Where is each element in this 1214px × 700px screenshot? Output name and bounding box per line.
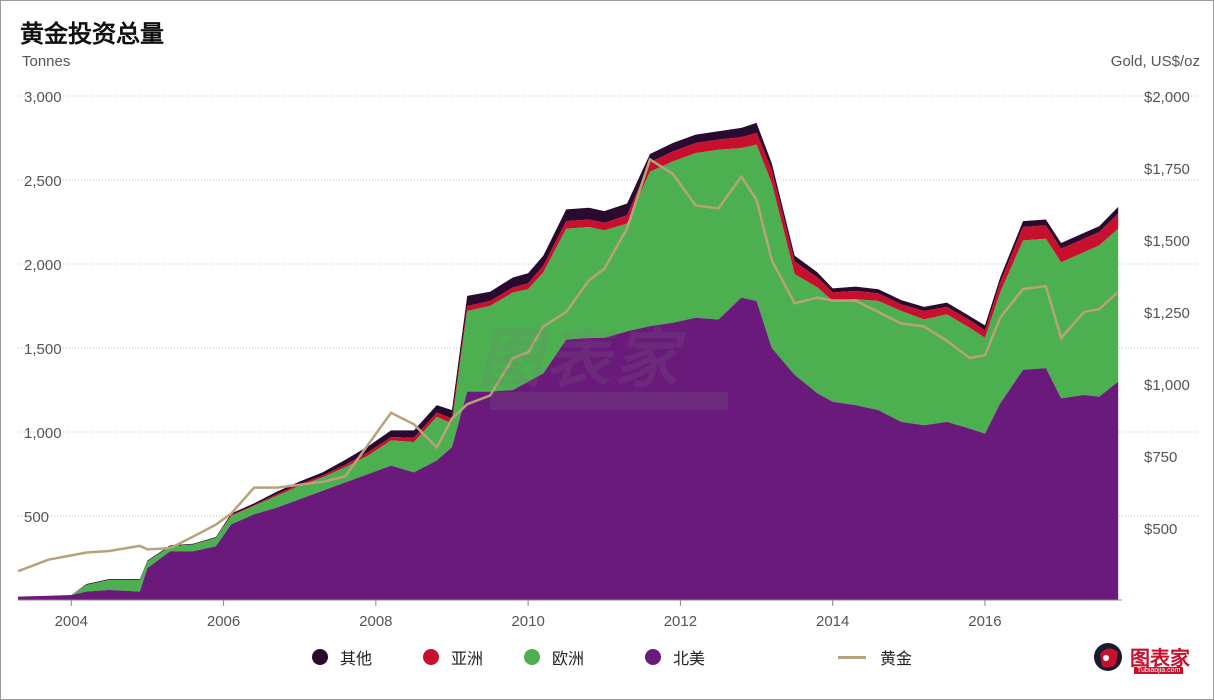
left-tick-label: 1,500 [24, 341, 62, 358]
left-tick-label: 3,000 [24, 89, 62, 106]
brand-logo: 图表家 Tubiaojia.com [1090, 640, 1202, 680]
logo-subtext: Tubiaojia.com [1134, 667, 1184, 674]
legend-item: 北美 [645, 645, 705, 669]
right-tick-label: $1,000 [1144, 377, 1190, 394]
left-tick-label: 2,000 [24, 257, 62, 274]
watermark: 图表家 [478, 323, 682, 397]
left-tick-label: 500 [24, 509, 49, 526]
legend-label: 黄金 [880, 649, 913, 668]
x-tick-label: 2006 [207, 613, 240, 630]
legend-label: 北美 [673, 649, 706, 668]
legend-label: 欧洲 [552, 649, 585, 668]
chart-title: 黄金投资总量 [20, 20, 164, 48]
right-tick-label: $1,500 [1144, 233, 1190, 250]
x-tick-label: 2012 [664, 613, 697, 630]
x-tick-label: 2010 [511, 613, 544, 630]
right-tick-label: $2,000 [1144, 89, 1190, 106]
logo-head-icon [1094, 643, 1122, 671]
right-tick-label: $1,750 [1144, 161, 1190, 178]
x-tick-label: 2004 [55, 613, 88, 630]
area-series-2 [18, 132, 1119, 597]
left-axis-unit: Tonnes [22, 53, 71, 70]
left-tick-label: 1,000 [24, 425, 62, 442]
legend-marker [524, 649, 540, 665]
right-tick-label: $750 [1144, 449, 1177, 466]
x-tick-label: 2014 [816, 613, 849, 630]
area-series-1 [18, 144, 1119, 597]
legend-label: 亚洲 [451, 649, 484, 668]
legend-item: 其他 [312, 645, 372, 669]
area-series-3 [18, 122, 1119, 597]
legend-label: 其他 [340, 649, 373, 668]
watermark-bar [490, 392, 728, 410]
x-tick-label: 2016 [968, 613, 1001, 630]
gold-price-line [17, 157, 1120, 573]
area-series-0 [18, 297, 1119, 600]
legend-marker [838, 655, 866, 659]
legend-marker [312, 649, 328, 665]
legend-item: 黄金 [838, 645, 912, 669]
right-tick-label: $500 [1144, 521, 1177, 538]
x-tick-label: 2008 [359, 613, 392, 630]
right-tick-label: $1,250 [1144, 305, 1190, 322]
legend-item: 亚洲 [423, 645, 483, 669]
legend: 其他 亚洲 欧洲 北美 黄金 [0, 645, 1214, 675]
legend-marker [423, 649, 439, 665]
logo-text: 图表家 [1130, 646, 1190, 670]
right-axis-unit: Gold, US$/oz [1110, 53, 1200, 70]
left-tick-label: 2,500 [24, 173, 62, 190]
legend-marker [645, 649, 661, 665]
legend-item: 欧洲 [524, 645, 584, 669]
